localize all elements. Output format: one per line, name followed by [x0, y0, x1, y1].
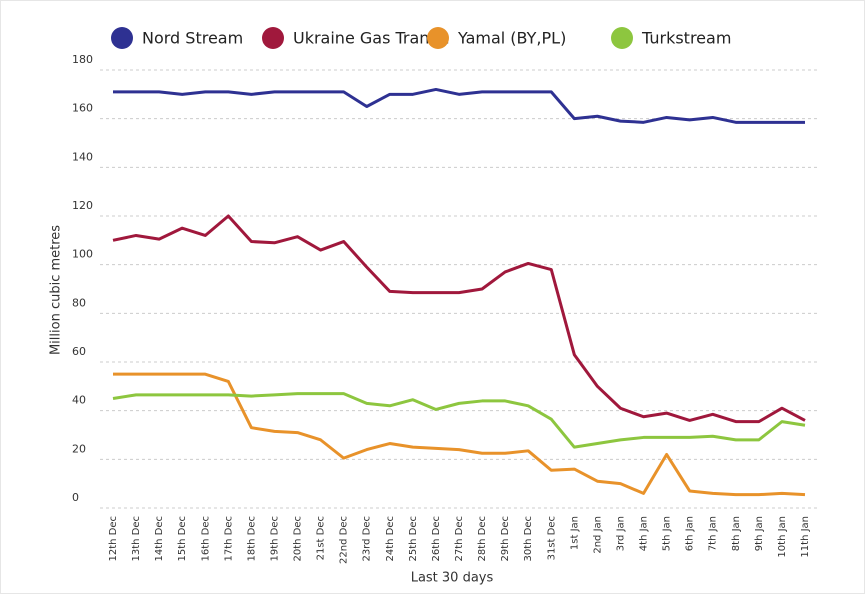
x-tick-label: 5th Jan — [662, 516, 673, 551]
y-tick-label: 0 — [72, 491, 79, 504]
y-tick-label: 140 — [72, 150, 93, 163]
x-tick-label: 19th Dec — [269, 516, 280, 562]
legend-marker — [111, 27, 133, 49]
x-tick-label: 6th Jan — [685, 516, 696, 551]
y-tick-label: 20 — [72, 442, 86, 455]
x-tick-label: 17th Dec — [223, 516, 234, 562]
x-tick-label: 23rd Dec — [362, 516, 373, 562]
legend-label: Ukraine Gas Transit — [293, 29, 449, 48]
x-tick-label: 1st Jan — [569, 516, 580, 550]
series-line — [112, 392, 806, 449]
legend-marker — [427, 27, 449, 49]
x-tick-label: 12th Dec — [108, 516, 119, 562]
y-tick-label: 100 — [72, 248, 93, 261]
y-tick-label: 80 — [72, 296, 86, 309]
x-tick-label: 28th Dec — [477, 516, 488, 562]
y-tick-label: 160 — [72, 102, 93, 115]
legend-label: Turkstream — [641, 29, 731, 48]
x-tick-label: 13th Dec — [131, 516, 142, 562]
x-tick-label: 8th Jan — [731, 516, 742, 551]
x-tick-label: 14th Dec — [154, 516, 165, 562]
x-tick-label: 4th Jan — [639, 516, 650, 551]
x-tick-label: 7th Jan — [708, 516, 719, 551]
x-axis-label: Last 30 days — [411, 571, 494, 586]
legend-label: Nord Stream — [142, 29, 243, 48]
y-tick-label: 40 — [72, 394, 86, 407]
x-tick-label: 15th Dec — [177, 516, 188, 562]
y-axis-label: Million cubic metres — [49, 225, 64, 355]
series-line — [113, 87, 805, 124]
x-tick-label: 27th Dec — [454, 516, 465, 562]
series-line — [112, 214, 806, 424]
x-tick-label: 24th Dec — [385, 516, 396, 562]
x-tick-label: 22nd Dec — [339, 516, 350, 564]
y-tick-label: 120 — [72, 199, 93, 212]
x-tick-label: 3rd Jan — [615, 516, 626, 551]
x-tick-label: 18th Dec — [246, 516, 257, 562]
x-tick-label: 20th Dec — [293, 516, 304, 562]
x-tick-label: 11th Jan — [800, 516, 811, 558]
x-tick-label: 10th Jan — [777, 516, 788, 558]
x-tick-label: 30th Dec — [523, 516, 534, 562]
x-tick-label: 16th Dec — [200, 516, 211, 562]
x-tick-label: 29th Dec — [500, 516, 511, 562]
x-tick-label: 9th Jan — [754, 516, 765, 551]
legend-label: Yamal (BY,PL) — [457, 29, 566, 48]
x-tick-label: 25th Dec — [408, 516, 419, 562]
y-tick-label: 60 — [72, 345, 86, 358]
y-tick-label: 180 — [72, 53, 93, 66]
series-line — [113, 372, 806, 497]
x-tick-label: 31st Dec — [546, 516, 557, 560]
x-tick-label: 2nd Jan — [592, 516, 603, 554]
legend-marker — [262, 27, 284, 49]
legend-marker — [611, 27, 633, 49]
x-tick-label: 26th Dec — [431, 516, 442, 562]
x-tick-label: 21st Dec — [316, 516, 327, 560]
